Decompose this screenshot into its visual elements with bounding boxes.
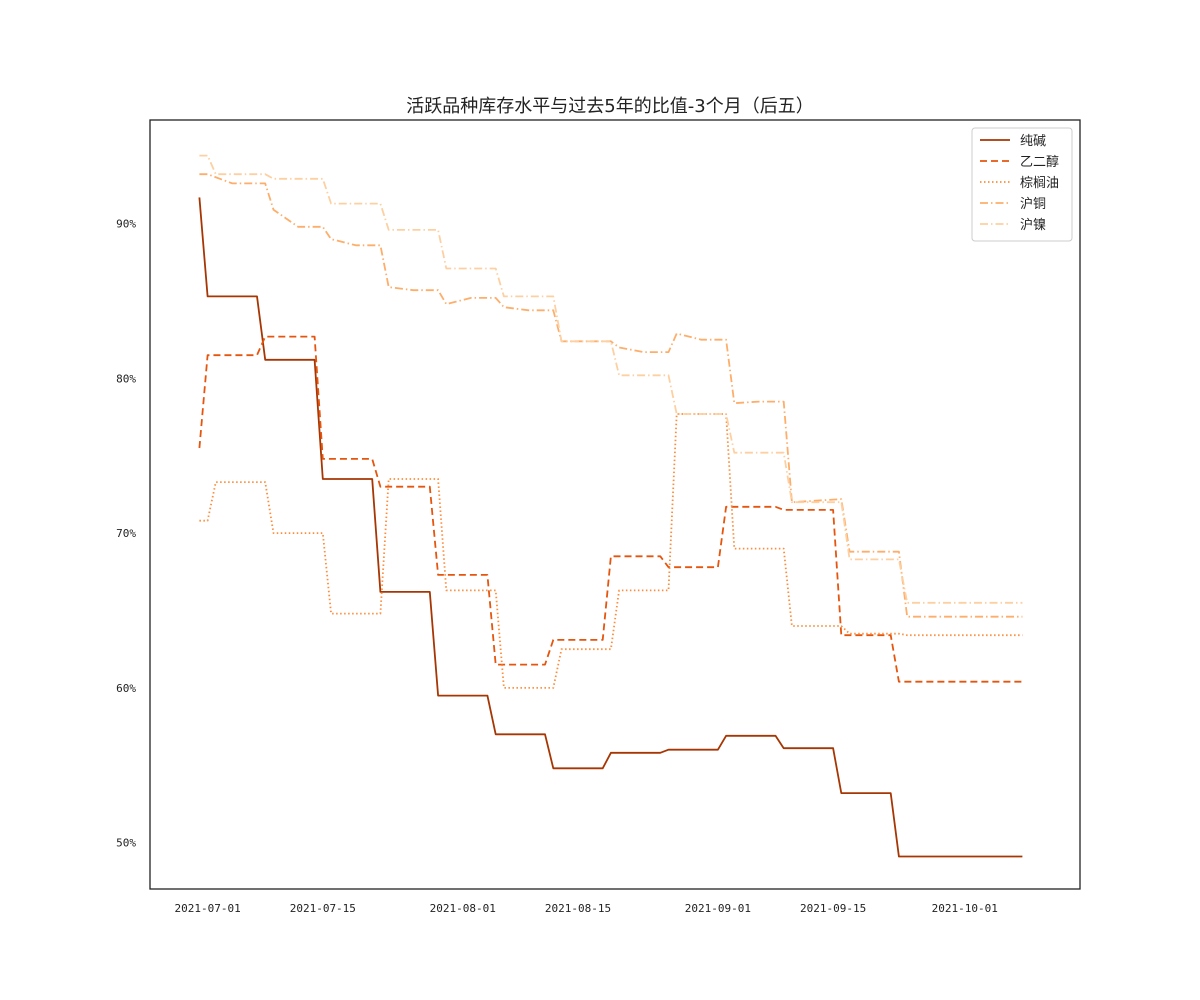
series-line-4	[199, 173, 1023, 618]
y-tick-label: 80%	[116, 372, 136, 385]
legend-label: 沪铜	[1020, 196, 1046, 212]
x-axis: 2021-07-01 2021-07-15 2021-08-01 2021-08-15…	[174, 902, 997, 915]
legend-box	[971, 127, 1073, 242]
plot-frame	[149, 119, 1081, 890]
x-tick-label: 2021-07-01	[174, 902, 240, 915]
x-tick-label: 2021-08-15	[545, 902, 611, 915]
legend-label: 纯碱	[1020, 134, 1046, 149]
y-tick-label: 60%	[116, 682, 136, 695]
legend-label: 棕榈油	[1020, 176, 1059, 191]
series-line-5	[199, 154, 1023, 604]
x-tick-label: 2021-09-01	[685, 902, 751, 915]
x-tick-label: 2021-09-15	[800, 902, 866, 915]
series-line-1	[198, 197, 1023, 858]
series-line-2	[198, 335, 1023, 683]
x-tick-label: 2021-08-01	[430, 902, 496, 915]
series-line-3	[199, 413, 1023, 689]
legend-label: 乙二醇	[1020, 154, 1059, 170]
y-tick-label: 90%	[116, 218, 136, 231]
y-axis: 50% 60% 70% 80% 90%	[116, 218, 136, 850]
chart-title: 活跃品种库存水平与过去5年的比值-3个月（后五）	[406, 96, 813, 117]
x-tick-label: 2021-07-15	[290, 902, 356, 915]
series-layer	[198, 154, 1023, 858]
x-tick-label: 2021-10-01	[932, 902, 998, 915]
y-tick-label: 50%	[116, 837, 136, 850]
legend-label: 沪镍	[1020, 217, 1046, 233]
y-tick-label: 70%	[116, 527, 136, 540]
